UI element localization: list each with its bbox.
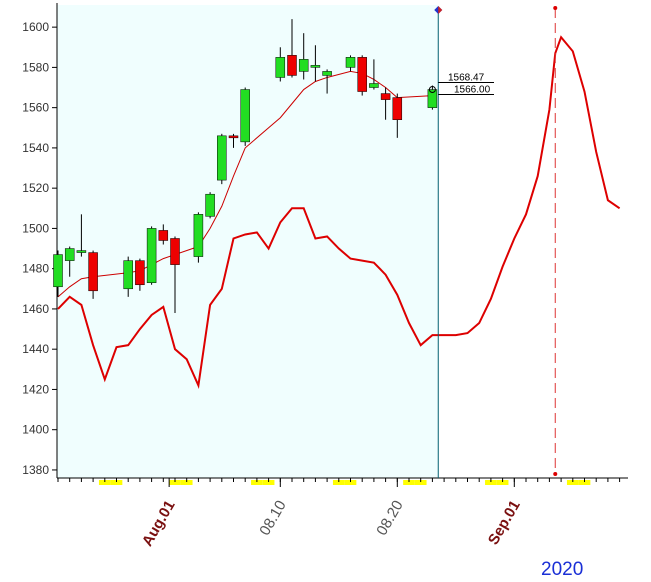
y-tick-label: 1500 [22,221,49,235]
value-label: 1568.47 [448,73,485,84]
series [53,19,621,389]
candle-body [427,89,438,108]
candle-body [123,260,133,290]
x-tick-label: 08.10 [256,498,289,539]
candle-body [275,57,286,78]
candle-body [217,135,227,181]
y-tick-label: 1560 [22,101,49,115]
candle-body [380,93,391,100]
value-label: 1566.00 [454,85,491,96]
date-highlight [496,480,509,485]
date-highlight [485,480,497,485]
candle-body [205,193,215,217]
axes [52,3,628,487]
y-tick-label: 1400 [22,423,49,437]
y-tick-label: 1380 [22,463,49,477]
x-tick-group: Sep.01 [485,498,524,548]
candle-body [64,248,75,261]
candle-body [287,55,297,76]
cursor-marker-half [438,6,443,14]
candle-body [228,135,239,139]
y-tick-label: 1480 [22,262,49,276]
date-highlight [262,480,275,485]
date-highlight [251,480,263,485]
candle-body [240,89,250,143]
date-highlight [578,480,591,485]
candle-body [135,260,145,286]
candle-body [53,254,63,288]
x-tick-label: Aug.01 [139,498,179,550]
value-marker [428,86,436,94]
cycle-line [57,35,621,389]
candle-body [345,57,356,68]
y-tick-label: 1580 [22,60,49,74]
y-tick-label: 1420 [22,382,49,396]
y-tick-label: 1460 [22,302,49,316]
x-tick-label: Sep.01 [485,498,524,548]
date-highlight [110,480,123,485]
candle-body [322,71,332,76]
date-highlight [403,480,415,485]
plot-background [57,5,439,478]
candle-body [369,83,379,88]
date-highlight [566,480,579,485]
date-highlight [414,480,427,485]
candle-body [193,214,204,257]
date-highlight [332,480,345,485]
candle-body [76,250,87,253]
x-tick-group: 08.10 [256,498,289,539]
date-highlight [344,480,357,485]
candle-body [310,65,321,68]
projection-top-dot [553,6,558,10]
y-tick-label: 1540 [22,141,49,155]
y-tick-label: 1600 [22,20,49,34]
candle-body [158,230,169,241]
projection-bottom-dot [553,472,558,476]
candle-body [170,238,180,265]
candle-body [357,57,367,92]
y-tick-label: 1520 [22,181,49,195]
candle-body [392,97,403,120]
x-tick-group: 08.20 [373,498,406,539]
x-tick-label: 08.20 [373,498,406,539]
candle-body [88,252,98,292]
year-label: 2020 [541,559,584,580]
candle-body [146,228,157,284]
date-highlight [169,480,181,485]
date-highlight [98,480,111,485]
y-tick-label: 1440 [22,342,49,356]
candle-body [298,59,309,72]
x-tick-group: Aug.01 [139,498,179,550]
date-highlight [180,480,193,485]
